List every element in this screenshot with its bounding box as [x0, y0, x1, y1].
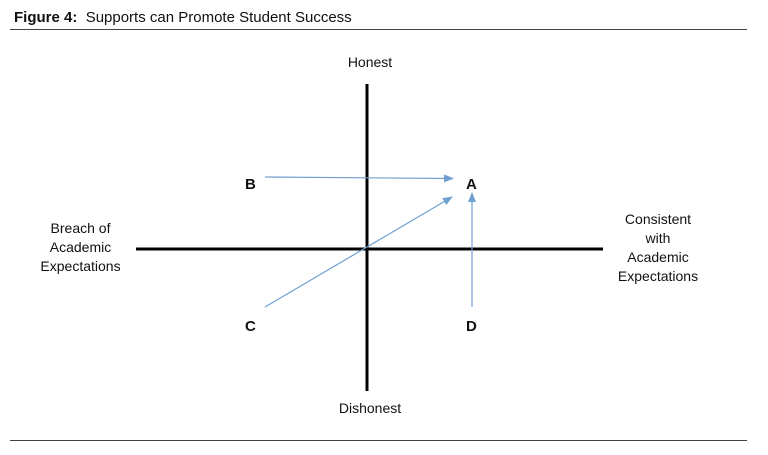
point-d-label: D	[466, 318, 477, 335]
axis-label-right-line2: with	[645, 230, 671, 246]
top-rule	[10, 29, 747, 30]
figure-label: Figure 4:	[14, 9, 78, 26]
axis-label-left-line1: Breach of	[50, 220, 111, 236]
axis-label-bottom: Dishonest	[338, 400, 402, 416]
point-b-label: B	[245, 176, 256, 193]
axis-label-left: Breach of Academic Expectations	[28, 219, 133, 276]
figure-caption: Supports can Promote Student Success	[85, 9, 352, 26]
axis-label-right: Consistent with Academic Expectations	[608, 210, 708, 286]
bottom-rule	[10, 440, 747, 441]
axis-label-right-line4: Expectations	[617, 268, 699, 284]
axis-label-left-line2: Academic	[49, 239, 112, 255]
axis-label-right-line3: Academic	[627, 249, 689, 265]
figure-title: Figure 4: Supports can Promote Student S…	[14, 9, 352, 26]
axis-label-top: Honest	[347, 54, 393, 70]
point-a-label: A	[466, 176, 477, 193]
arrow-c-to-a	[264, 196, 453, 308]
point-c-label: C	[245, 318, 256, 335]
arrow-b-to-a	[264, 174, 454, 183]
axis-label-right-line1: Consistent	[624, 211, 692, 227]
axis-label-left-line3: Expectations	[40, 258, 121, 274]
